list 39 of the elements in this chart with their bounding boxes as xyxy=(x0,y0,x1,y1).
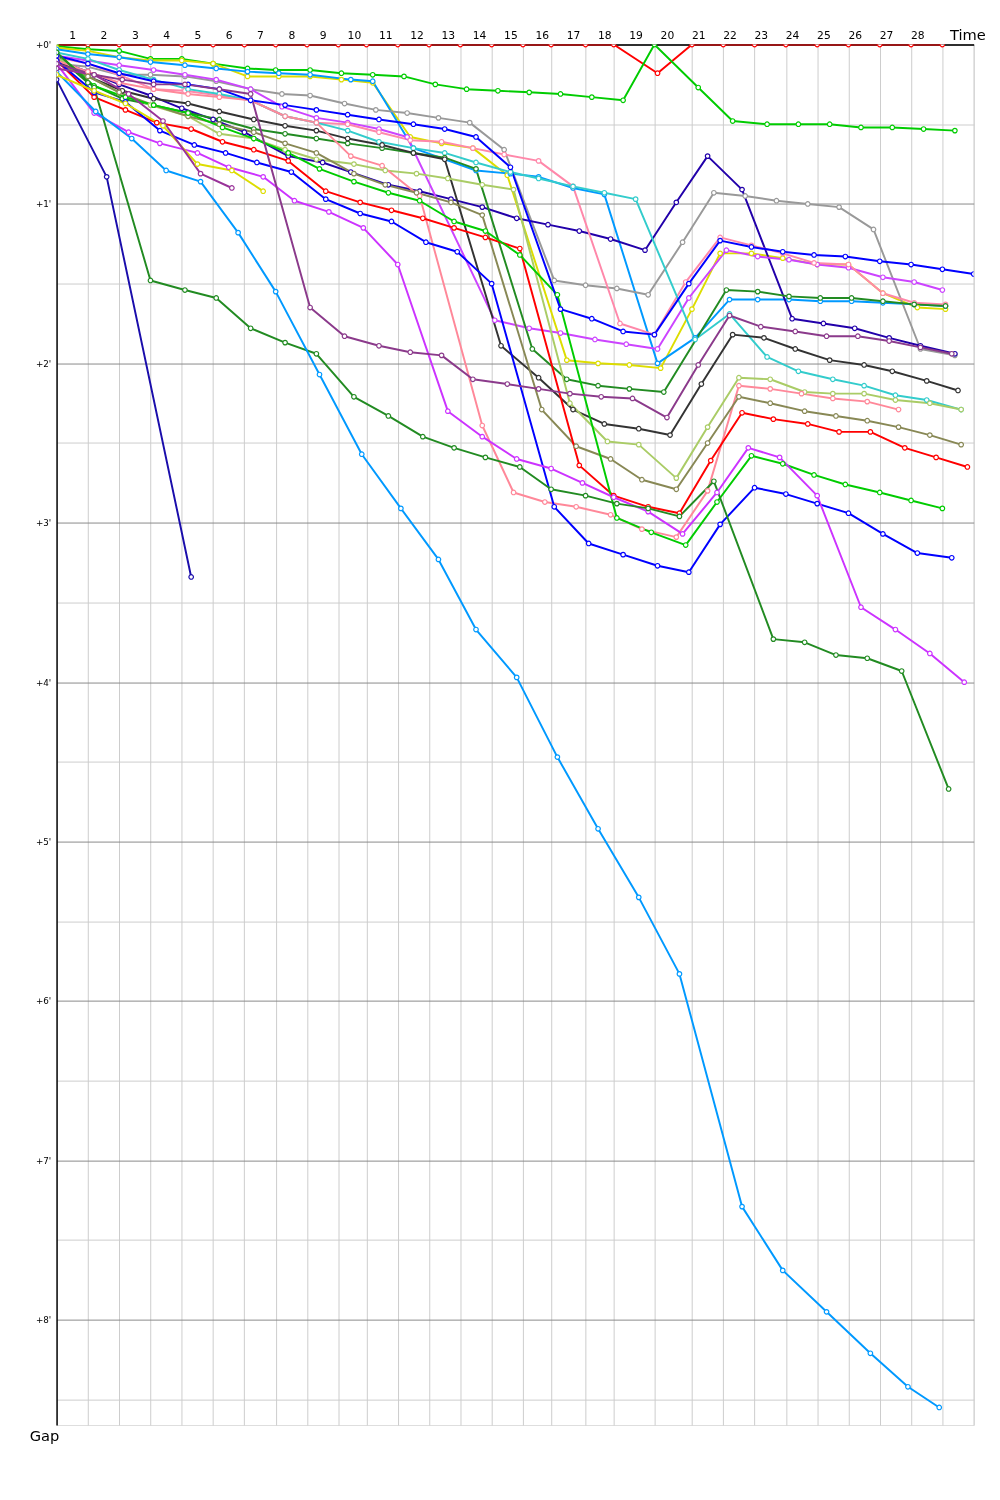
y-tick-label: +4' xyxy=(35,677,52,688)
x-tick-label: 9 xyxy=(319,29,327,43)
x-tick-label: 26 xyxy=(848,29,863,43)
y-tick-label: +7' xyxy=(35,1155,52,1166)
x-tick-label: 12 xyxy=(410,29,424,43)
x-tick-label: 17 xyxy=(566,29,581,43)
x-tick-label: 4 xyxy=(163,29,171,43)
y-tick-label: +2' xyxy=(35,358,52,369)
y-tick-label: +8' xyxy=(35,1315,52,1326)
x-tick-label: 14 xyxy=(472,29,487,43)
x-tick-label: 23 xyxy=(754,29,769,43)
x-tick-label: 7 xyxy=(257,29,264,43)
x-tick-label: 25 xyxy=(817,29,831,43)
x-tick-label: 28 xyxy=(910,29,925,43)
x-tick-label: 1 xyxy=(69,29,77,43)
x-tick-label: 22 xyxy=(723,29,737,43)
x-tick-label: 6 xyxy=(225,29,233,43)
x-tick-label: 8 xyxy=(288,29,296,43)
x-tick-label: 16 xyxy=(535,29,550,43)
x-tick-label: 15 xyxy=(504,29,518,43)
x-tick-label: 24 xyxy=(785,29,800,43)
x-tick-label: 11 xyxy=(378,29,393,43)
y-tick-label: +0' xyxy=(35,39,52,50)
x-tick-label: 20 xyxy=(660,29,675,43)
x-tick-label: 27 xyxy=(879,29,894,43)
x-tick-label: 2 xyxy=(100,29,108,43)
x-tick-label: 18 xyxy=(597,29,612,43)
x-tick-label: 19 xyxy=(629,29,644,43)
y-tick-label: +1' xyxy=(35,199,52,210)
y-tick-label: +6' xyxy=(35,996,52,1007)
y-tick-label: +5' xyxy=(35,836,52,847)
x-tick-label: 13 xyxy=(441,29,456,43)
x-tick-label: 10 xyxy=(347,29,362,43)
x-tick-label: 21 xyxy=(691,29,706,43)
x-tick-label: 3 xyxy=(131,29,139,43)
y-axis-title: Gap xyxy=(29,1427,60,1445)
y-tick-label: +3' xyxy=(35,518,52,529)
x-tick-label: 5 xyxy=(194,29,202,43)
x-axis-title: Time xyxy=(949,26,986,44)
